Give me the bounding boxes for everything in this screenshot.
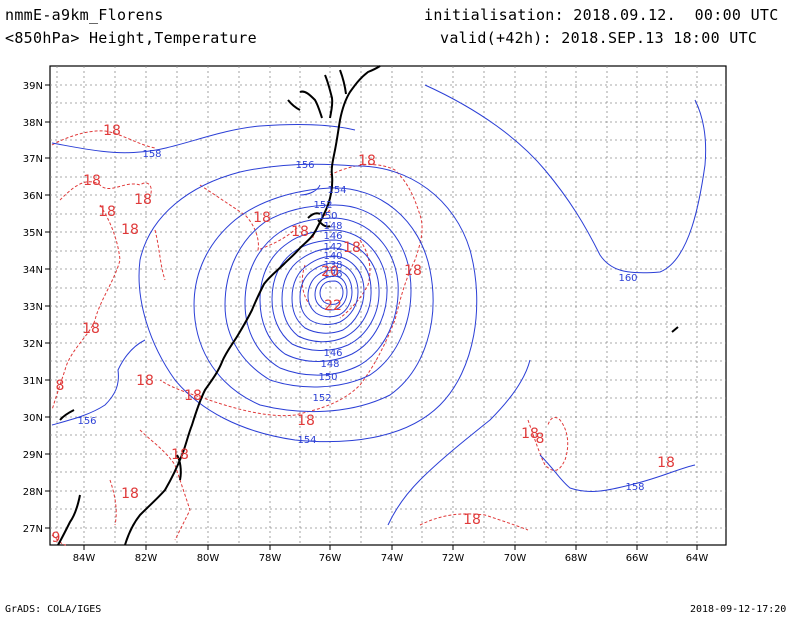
temp-label: 18: [184, 388, 202, 404]
height-label: 154: [297, 435, 316, 446]
temp-label: 18: [343, 240, 361, 256]
height-label: 152: [312, 393, 331, 404]
lat-label: 38N: [23, 118, 43, 129]
lat-label: 39N: [23, 81, 43, 92]
height-label: 158: [142, 149, 161, 160]
lon-label: 78W: [259, 553, 282, 564]
lon-label: 80W: [197, 553, 220, 564]
lon-label: 84W: [73, 553, 96, 564]
temp-label: 8: [56, 378, 65, 394]
temp-label: 18: [463, 512, 481, 528]
temp-label: 18: [103, 123, 121, 139]
valid-time: valid(+42h): 2018.SEP.13 18:00 UTC: [440, 29, 758, 47]
map-frame: [49, 65, 727, 546]
height-label: 138: [323, 260, 342, 271]
lat-label: 34N: [23, 265, 43, 276]
height-label: 154: [327, 185, 346, 196]
temp-label: 18: [358, 153, 376, 169]
grid: [50, 66, 726, 545]
lat-label: 32N: [23, 339, 43, 350]
height-contours: [51, 84, 707, 526]
height-label: 150: [318, 372, 337, 383]
temp-label: 18: [121, 486, 139, 502]
height-label: 148: [320, 359, 339, 370]
lat-label: 31N: [23, 376, 43, 387]
temp-label: 18: [291, 224, 309, 240]
coastline: [57, 65, 679, 546]
height-label: 160: [618, 273, 637, 284]
height-label: 142: [323, 242, 342, 253]
temp-label: 18: [171, 447, 189, 463]
temp-label: 18: [297, 413, 315, 429]
longitude-labels: 84W 82W 80W 78W 76W 74W 72W 70W 68W 66W …: [73, 553, 709, 564]
lon-label: 66W: [626, 553, 649, 564]
lat-label: 28N: [23, 487, 43, 498]
temp-label: 18: [657, 455, 675, 471]
lon-label: 74W: [381, 553, 404, 564]
lon-label: 64W: [686, 553, 709, 564]
init-time: initialisation: 2018.09.12. 00:00 UTC: [424, 6, 779, 24]
height-label: 156: [295, 160, 314, 171]
lat-label: 29N: [23, 450, 43, 461]
temp-label: 9: [52, 530, 61, 546]
model-title: nmmE-a9km_Florens: [5, 6, 164, 24]
lon-label: 72W: [442, 553, 465, 564]
height-label: 150: [318, 211, 337, 222]
lon-label: 70W: [504, 553, 527, 564]
lat-label: 37N: [23, 154, 43, 165]
lon-label: 76W: [319, 553, 342, 564]
height-label: 136: [323, 269, 342, 280]
temp-label: 18: [521, 426, 539, 442]
temp-label: 18: [83, 173, 101, 189]
lat-label: 27N: [23, 524, 43, 535]
footer-timestamp: 2018-09-12-17:20: [690, 604, 787, 615]
height-label: 148: [323, 221, 342, 232]
height-label: 152: [313, 200, 332, 211]
height-label: 140: [323, 251, 342, 262]
lat-label: 35N: [23, 228, 43, 239]
ticks: [45, 84, 698, 550]
footer-credit: GrADS: COLA/IGES: [5, 604, 102, 615]
lat-label: 33N: [23, 302, 43, 313]
height-label: 156: [77, 416, 96, 427]
lat-label: 30N: [23, 413, 43, 424]
temp-label: 18: [253, 210, 271, 226]
temp-label: 18: [136, 373, 154, 389]
field-title: <850hPa> Height,Temperature: [5, 29, 257, 47]
height-labels: 158 156 154 152 150 148 146 142 140 138 …: [77, 149, 644, 493]
lat-label: 36N: [23, 191, 43, 202]
temperature-labels: 18 18 18 18 18 18 18 18 18 18 18 18 18 1…: [52, 123, 675, 546]
height-label: 158: [625, 482, 644, 493]
lon-label: 82W: [135, 553, 158, 564]
latitude-labels: 39N 38N 37N 36N 35N 34N 33N 32N 31N 30N …: [23, 81, 43, 535]
temp-label: 18: [404, 263, 422, 279]
lon-label: 68W: [565, 553, 588, 564]
height-label: 146: [323, 231, 342, 242]
temp-label: 18: [121, 222, 139, 238]
temp-label: 20: [321, 264, 339, 280]
temp-label: 18: [134, 192, 152, 208]
height-label: 146: [323, 348, 342, 359]
temp-label: 18: [98, 204, 116, 220]
temp-label: 22: [324, 298, 342, 314]
temp-label: 8: [536, 431, 545, 447]
temp-label: 18: [82, 321, 100, 337]
